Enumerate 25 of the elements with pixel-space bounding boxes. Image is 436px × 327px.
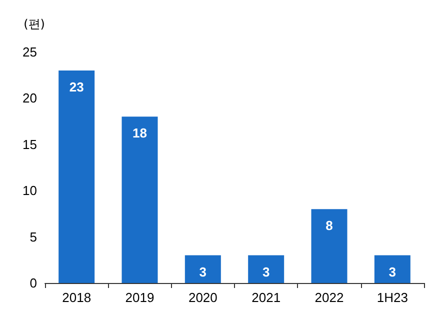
data-label: 23 [69, 79, 84, 94]
y-tick-label: 20 [22, 90, 37, 106]
x-tick-label: 2020 [188, 290, 218, 305]
x-tick-label: 2018 [62, 290, 92, 305]
y-tick-label: 5 [30, 229, 37, 244]
bar [122, 116, 158, 283]
data-label: 3 [262, 264, 270, 280]
data-label: 8 [326, 218, 333, 234]
x-tick-label: 1H23 [376, 290, 408, 305]
bar [58, 70, 95, 283]
y-tick-label: 0 [30, 276, 37, 290]
y-tick-label: 25 [22, 44, 37, 60]
y-tick-label: 15 [22, 136, 37, 152]
bar [184, 255, 221, 283]
y-tick-label: 10 [22, 183, 37, 198]
data-label: 3 [199, 264, 207, 280]
bar [374, 255, 410, 283]
bar [311, 209, 348, 283]
x-tick-label: 2019 [125, 290, 154, 305]
y-axis-title: (편) [24, 17, 45, 31]
x-tick-label: 2022 [314, 290, 344, 305]
x-tick-label: 2021 [252, 290, 281, 305]
data-label: 3 [388, 264, 396, 280]
data-label: 18 [132, 126, 147, 141]
bar [248, 255, 284, 283]
